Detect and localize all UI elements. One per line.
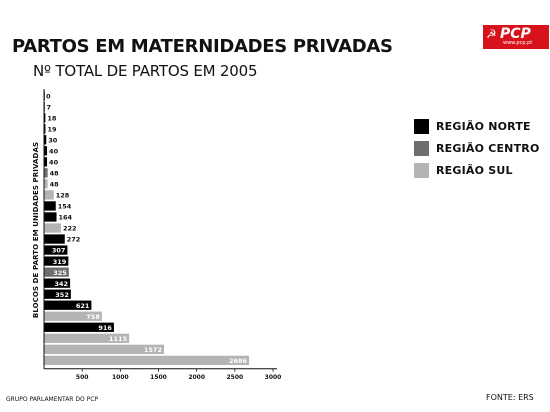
bar-value-label: 222 <box>63 225 77 233</box>
legend-swatch <box>414 141 429 156</box>
bar-value-label: 128 <box>56 192 70 200</box>
bar <box>44 201 56 211</box>
bar <box>44 124 46 134</box>
bar <box>44 190 54 200</box>
bar <box>44 157 48 167</box>
bar-value-label: 2686 <box>229 357 248 365</box>
x-tick-label: 2000 <box>188 374 205 381</box>
bar-value-label: 48 <box>50 170 60 178</box>
bar <box>44 300 92 310</box>
bar <box>44 256 69 266</box>
bar-value-label: 48 <box>50 181 60 189</box>
bar <box>44 289 71 299</box>
bar <box>44 234 65 244</box>
x-tick-label: 2500 <box>226 374 243 381</box>
bar-value-label: 0 <box>46 92 51 100</box>
bar <box>44 245 68 255</box>
bar-value-label: 7 <box>47 103 52 111</box>
legend-label: REGIÃO NORTE <box>436 120 531 133</box>
bar <box>44 311 102 321</box>
bar-value-label: 1115 <box>109 335 128 343</box>
hammer-sickle-icon: ☭ <box>486 27 497 41</box>
bar <box>44 267 69 277</box>
bar-value-label: 916 <box>98 324 112 332</box>
bar <box>44 168 48 178</box>
bar <box>44 179 48 189</box>
legend-swatch <box>414 119 429 134</box>
legend-label: REGIÃO SUL <box>436 164 513 177</box>
bar <box>44 278 71 288</box>
bar-value-label: 40 <box>49 158 59 166</box>
x-tick-label: 1500 <box>150 374 167 381</box>
bar-value-label: 19 <box>47 125 57 133</box>
legend-label: REGIÃO CENTRO <box>436 142 540 155</box>
logo-name: PCP <box>500 26 531 42</box>
legend-item: REGIÃO SUL <box>414 163 540 178</box>
legend-item: REGIÃO NORTE <box>414 119 540 134</box>
logo-url: www.pcp.pt <box>503 40 533 46</box>
legend-item: REGIÃO CENTRO <box>414 141 540 156</box>
bar-value-label: 164 <box>59 214 73 222</box>
bar <box>44 322 114 332</box>
bar-value-label: 319 <box>53 258 67 266</box>
chart-subtitle: Nº TOTAL DE PARTOS EM 2005 <box>33 62 258 80</box>
bar <box>44 333 130 343</box>
footer-source: FONTE: ERS <box>486 393 534 402</box>
bar <box>44 146 48 156</box>
bar-value-label: 272 <box>67 236 81 244</box>
bar-value-label: 154 <box>58 203 72 211</box>
bar <box>44 344 164 354</box>
bar-value-label: 307 <box>52 247 66 255</box>
chart-title: PARTOS EM MATERNIDADES PRIVADAS <box>12 36 393 57</box>
bar <box>44 113 46 123</box>
legend: REGIÃO NORTE REGIÃO CENTRO REGIÃO SUL <box>414 119 540 185</box>
bar-value-label: 325 <box>53 269 67 277</box>
bar-value-label: 342 <box>55 280 69 288</box>
bar <box>44 355 250 366</box>
bar-value-label: 1572 <box>144 346 162 354</box>
bar-value-label: 758 <box>86 313 100 321</box>
footer-credit: GRUPO PARLAMENTAR DO PCP <box>6 396 99 403</box>
bar <box>44 135 47 145</box>
bar-value-label: 352 <box>55 291 69 299</box>
bar-value-label: 621 <box>76 302 90 310</box>
x-tick-label: 3000 <box>265 374 282 381</box>
x-tick-label: 500 <box>76 374 89 381</box>
bar <box>44 212 57 222</box>
x-tick-label: 1000 <box>112 374 129 381</box>
bar-value-label: 40 <box>49 147 59 155</box>
pcp-logo: ☭ PCP www.pcp.pt <box>483 25 549 49</box>
bar <box>44 223 61 233</box>
bar-value-label: 30 <box>48 136 58 144</box>
bar-value-label: 18 <box>47 114 57 122</box>
legend-swatch <box>414 163 429 178</box>
